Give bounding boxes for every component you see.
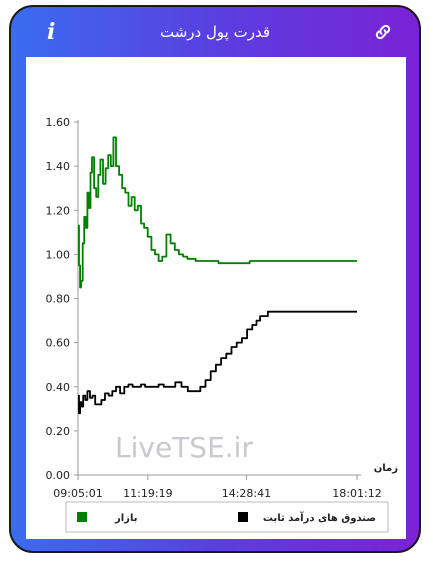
y-tick-label: 0.00: [46, 469, 71, 482]
series-line-market: [78, 136, 357, 289]
watermark-text: LiveTSE.ir: [115, 431, 253, 464]
y-tick-label: 0.80: [46, 293, 71, 306]
widget-header: i قدرت پول درشت: [11, 7, 419, 57]
y-tick-label: 0.60: [46, 337, 71, 350]
y-tick-label: 1.20: [46, 204, 71, 217]
x-tick-label: 18:01:12: [332, 487, 381, 500]
widget-frame: i قدرت پول درشت LiveTSE.ir 0.00 0.20 0.40 0…: [9, 5, 421, 553]
x-tick-label: 11:19:19: [123, 487, 172, 500]
chart-panel: LiveTSE.ir 0.00 0.20 0.40 0.60 0.80 1.00 1.20 1…: [26, 57, 406, 539]
legend-swatch-market: [77, 512, 87, 522]
x-axis-title: زمان: [374, 463, 398, 474]
y-tick-label: 0.40: [46, 381, 71, 394]
y-tick-label: 1.00: [46, 248, 71, 261]
link-icon[interactable]: [373, 22, 393, 42]
legend-swatch-fixed-income: [238, 512, 248, 522]
legend-box: [65, 501, 389, 533]
info-icon[interactable]: i: [47, 19, 56, 45]
legend-label-fixed-income: صندوق های درآمد ثابت: [263, 511, 376, 524]
widget-title: قدرت پول درشت: [160, 23, 270, 41]
y-tick-label: 0.20: [46, 425, 71, 438]
y-tick-label: 1.60: [46, 116, 71, 129]
x-tick-label: 14:28:41: [222, 487, 271, 500]
legend-label-market: بازار: [114, 513, 137, 524]
series-line-fixed-income: [78, 310, 357, 415]
money-flow-chart: LiveTSE.ir 0.00 0.20 0.40 0.60 0.80 1.00 1.20 1…: [46, 116, 398, 533]
y-tick-label: 1.40: [46, 160, 71, 173]
x-tick-label: 09:05:01: [53, 487, 102, 500]
